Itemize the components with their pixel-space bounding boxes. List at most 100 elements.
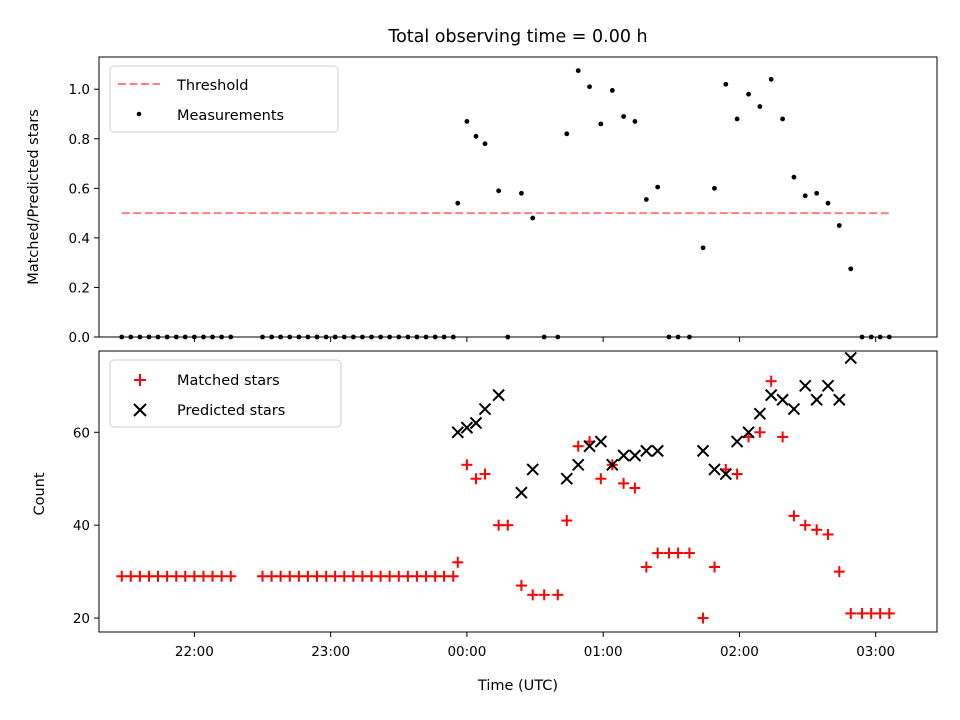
ratio-legend: Threshold Measurements bbox=[109, 65, 339, 133]
measurement-point bbox=[530, 215, 536, 221]
x-tick-label: 03:00 bbox=[856, 644, 895, 660]
predicted-star-point bbox=[640, 444, 653, 458]
predicted-star-point bbox=[764, 388, 778, 402]
matched-star-point bbox=[538, 589, 550, 601]
measurement-point bbox=[780, 116, 786, 122]
predicted-star-point bbox=[742, 426, 755, 439]
predicted-star-point bbox=[776, 393, 789, 406]
matched-star-point bbox=[618, 477, 630, 489]
predicted-star-point bbox=[787, 402, 801, 416]
ratio-y-tick-label: 0.8 bbox=[69, 132, 90, 148]
count-panel-frame bbox=[98, 350, 938, 633]
matched-star-point bbox=[672, 547, 684, 559]
figure-title: Total observing time = 0.00 h bbox=[387, 27, 647, 47]
predicted-star-point bbox=[583, 440, 596, 453]
matched-stars-legend-label: Matched stars bbox=[177, 373, 280, 389]
measurement-point bbox=[757, 104, 763, 109]
measurement-point bbox=[768, 76, 774, 82]
matched-star-point bbox=[822, 528, 834, 540]
x-axis-label: Time (UTC) bbox=[477, 678, 558, 694]
matched-stars-layer bbox=[116, 375, 895, 624]
measurement-point bbox=[632, 119, 638, 124]
count-y-tick-label: 60 bbox=[73, 425, 90, 441]
ratio-legend-box bbox=[109, 65, 339, 133]
threshold-legend-label: Threshold bbox=[176, 78, 248, 94]
measurement-point bbox=[802, 193, 808, 199]
count-y-axis-label: Count bbox=[32, 472, 48, 515]
matched-star-point bbox=[777, 431, 789, 443]
predicted-star-point bbox=[708, 463, 721, 476]
measurement-point bbox=[791, 174, 797, 180]
predicted-star-point bbox=[696, 444, 710, 458]
matched-star-point bbox=[731, 468, 743, 480]
count-panel: 20 40 60 22:00 23:00 00:00 01:00 02:00 03:00 Cou… bbox=[32, 350, 938, 694]
predicted-star-point bbox=[719, 467, 733, 481]
measurement-point bbox=[455, 200, 461, 206]
ratio-y-tick-label: 0.0 bbox=[69, 330, 90, 346]
measurements-legend-label: Measurements bbox=[177, 108, 284, 124]
measurement-point bbox=[712, 185, 717, 191]
matched-star-point bbox=[765, 375, 777, 387]
matched-star-point bbox=[708, 561, 720, 573]
predicted-star-point bbox=[810, 393, 823, 406]
x-tick-label: 01:00 bbox=[584, 644, 623, 660]
measurement-point bbox=[746, 91, 751, 97]
measurement-point bbox=[587, 84, 592, 90]
matched-star-point bbox=[652, 547, 664, 559]
matched-star-point bbox=[502, 519, 514, 531]
predicted-star-point bbox=[515, 486, 528, 499]
matched-star-point bbox=[883, 607, 895, 619]
measurement-point bbox=[482, 141, 488, 147]
count-axis-ticks: 20 40 60 22:00 23:00 00:00 01:00 02:00 03:00 bbox=[73, 425, 895, 660]
predicted-star-point bbox=[460, 421, 474, 434]
measurement-point bbox=[848, 266, 854, 272]
measurement-point bbox=[814, 190, 820, 196]
x-tick-label: 22:00 bbox=[175, 644, 214, 660]
measurement-point bbox=[655, 184, 661, 190]
predicted-star-point bbox=[451, 426, 464, 439]
x-tick-label: 02:00 bbox=[720, 644, 759, 660]
measurement-point bbox=[519, 190, 524, 196]
matched-star-point bbox=[845, 607, 857, 619]
predicted-stars-legend-swatch bbox=[133, 403, 147, 417]
matched-star-point bbox=[552, 589, 564, 601]
ratio-y-tick-label: 0.6 bbox=[69, 181, 90, 197]
matched-star-point bbox=[479, 468, 491, 480]
matched-star-point bbox=[572, 440, 584, 452]
ratio-y-tick-label: 0.4 bbox=[69, 231, 90, 247]
x-tick-label: 23:00 bbox=[311, 644, 350, 660]
predicted-star-point bbox=[594, 435, 608, 448]
predicted-star-point bbox=[651, 444, 664, 458]
measurement-point bbox=[598, 121, 604, 127]
measurement-point bbox=[609, 88, 615, 93]
predicted-star-point bbox=[844, 351, 857, 365]
predicted-star-point bbox=[753, 407, 767, 420]
measurement-point bbox=[564, 131, 570, 137]
predicted-star-point bbox=[799, 379, 812, 393]
ratio-y-tick-label: 0.2 bbox=[69, 280, 90, 296]
matched-star-point bbox=[595, 473, 607, 485]
matched-star-point bbox=[447, 570, 459, 582]
measurement-point bbox=[464, 119, 470, 124]
matched-star-point bbox=[697, 612, 709, 624]
predicted-star-point bbox=[560, 472, 573, 485]
measurement-point bbox=[473, 133, 479, 139]
matched-star-point bbox=[811, 524, 823, 536]
predicted-star-point bbox=[628, 449, 642, 462]
predicted-star-point bbox=[821, 379, 835, 393]
predicted-stars-legend-label: Predicted stars bbox=[177, 403, 285, 419]
ratio-panel: 0.0 0.2 0.4 0.6 0.8 1.0 Matched/Predicted sta… bbox=[26, 56, 938, 346]
ratio-panel-frame bbox=[98, 56, 938, 338]
matched-star-point bbox=[799, 519, 811, 531]
ratio-y-axis-label: Matched/Predicted stars bbox=[26, 109, 42, 285]
predicted-stars-layer bbox=[451, 351, 857, 499]
matched-star-point bbox=[833, 566, 845, 578]
measurement-point bbox=[734, 116, 740, 122]
measurement-point bbox=[723, 81, 729, 87]
ratio-y-tick-label: 1.0 bbox=[69, 82, 90, 98]
count-legend: Matched stars Predicted stars bbox=[109, 359, 342, 428]
count-legend-box bbox=[109, 359, 342, 428]
measurement-point bbox=[700, 245, 706, 251]
matched-star-point bbox=[640, 561, 652, 573]
matched-star-point bbox=[754, 426, 766, 438]
